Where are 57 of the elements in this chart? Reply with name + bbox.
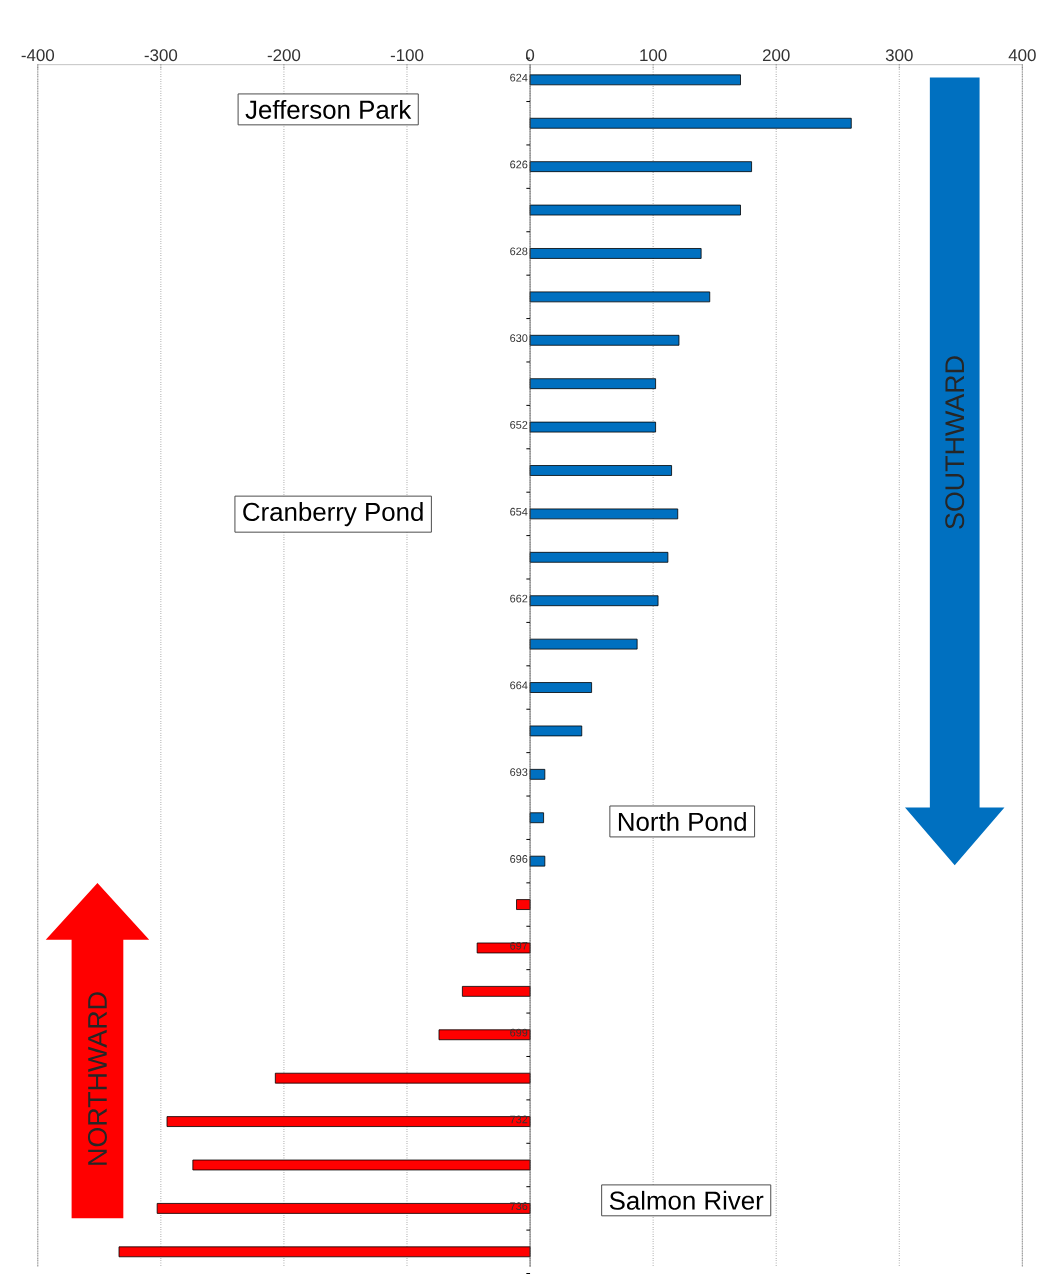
x-tick-label: -200 — [267, 49, 301, 62]
y-tick-label: 699 — [510, 1028, 528, 1037]
annotation: Jefferson Park — [245, 99, 412, 119]
bar — [529, 248, 702, 259]
x-tick-label: 200 — [762, 49, 790, 62]
x-tick-label: -400 — [21, 49, 54, 62]
x-tick-label: 400 — [1008, 49, 1036, 62]
bar — [529, 465, 672, 476]
bar — [529, 725, 583, 737]
y-tick-label: 626 — [510, 160, 528, 169]
y-tick-label: 652 — [510, 421, 528, 429]
bar — [461, 986, 531, 997]
y-tick-label: 662 — [510, 594, 528, 603]
bar — [529, 595, 659, 607]
annotation: Salmon River — [609, 1190, 764, 1210]
bar — [476, 942, 531, 954]
bar — [529, 508, 679, 520]
y-tick-label: 624 — [510, 73, 528, 82]
bar — [529, 638, 638, 650]
x-tick-label: 100 — [640, 49, 667, 62]
bar — [274, 1072, 531, 1084]
annotation: Cranberry Pond — [243, 502, 423, 527]
x-tick-label: 300 — [885, 49, 913, 62]
y-tick-label: 628 — [510, 247, 528, 256]
bar — [529, 812, 544, 824]
y-tick-label: 693 — [510, 768, 528, 777]
bar — [529, 682, 592, 693]
bar — [529, 421, 656, 433]
y-tick-label: 664 — [510, 681, 528, 690]
y-tick-label: 736 — [510, 1202, 528, 1211]
bar — [529, 291, 711, 303]
bar — [529, 117, 852, 129]
bar — [529, 74, 741, 86]
bar — [118, 1246, 531, 1258]
bar — [529, 378, 656, 390]
bar — [529, 855, 546, 867]
bar — [516, 899, 531, 910]
bar — [529, 768, 546, 780]
y-tick-label: 697 — [510, 941, 528, 950]
x-tick-label: -100 — [390, 49, 424, 62]
x-tick-label: -300 — [144, 49, 178, 62]
bar — [529, 204, 741, 216]
y-tick-label: 654 — [510, 507, 528, 516]
annotation: North Pond — [618, 811, 746, 831]
bar — [166, 1116, 531, 1127]
y-tick-label: 732 — [510, 1115, 528, 1124]
bar — [529, 551, 669, 563]
y-tick-label: 630 — [510, 334, 528, 342]
bar — [192, 1159, 531, 1171]
bar — [529, 334, 680, 346]
x-tick-label: 0 — [525, 49, 535, 62]
bar — [438, 1029, 531, 1041]
annotation: SOUTHWARD — [945, 356, 965, 529]
bar — [156, 1203, 531, 1214]
annotation: NORTHWARD — [87, 992, 107, 1165]
y-tick-label: 696 — [510, 855, 528, 863]
bar — [529, 161, 752, 173]
